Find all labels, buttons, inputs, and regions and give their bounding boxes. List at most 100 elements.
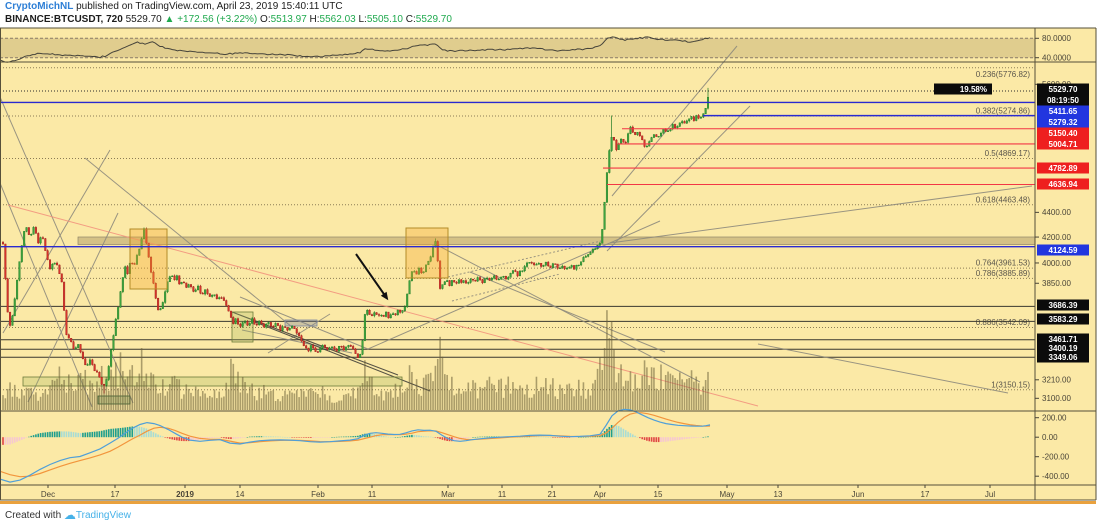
volume-bar — [256, 400, 258, 410]
axis-tick-label: 3100.00 — [1042, 394, 1071, 403]
time-axis-label[interactable]: Jul — [985, 490, 995, 499]
candle-body — [490, 278, 493, 281]
macd-histogram-bar — [707, 436, 709, 438]
time-axis-label[interactable]: Mar — [441, 490, 455, 499]
volume-bar — [267, 391, 270, 410]
time-axis-label[interactable]: 17 — [111, 490, 120, 499]
candle-body — [323, 345, 326, 348]
candle-body — [472, 279, 475, 281]
candle-body — [218, 297, 221, 299]
candle-body — [281, 326, 284, 331]
volume-bar — [622, 386, 625, 410]
volume-bar — [187, 388, 190, 410]
volume-bar — [347, 393, 350, 410]
time-axis-label[interactable]: 14 — [236, 490, 245, 499]
volume-bar — [248, 386, 251, 410]
tradingview-link[interactable]: TradingView — [75, 510, 131, 521]
time-axis-label[interactable]: 2019 — [176, 490, 194, 499]
close-value: 5529.70 — [415, 13, 452, 25]
volume-bar — [244, 382, 246, 410]
volume-bar — [162, 379, 164, 410]
volume-bar — [2, 395, 4, 410]
candle-body — [178, 275, 181, 285]
candle-body — [504, 276, 507, 280]
time-axis-label[interactable]: 11 — [498, 490, 507, 499]
macd-histogram-bar — [418, 435, 420, 438]
candle-body — [363, 314, 366, 341]
volume-bar — [150, 372, 152, 410]
candle-body — [514, 270, 517, 272]
macd-histogram-bar — [335, 436, 338, 438]
time-axis-label[interactable]: 11 — [368, 490, 377, 499]
candle-body — [413, 271, 416, 273]
volume-bar — [479, 386, 481, 410]
volume-bar — [303, 391, 305, 410]
macd-histogram-bar — [180, 437, 183, 442]
volume-bar — [364, 360, 366, 410]
candle-body — [314, 347, 317, 352]
macd-histogram-bar — [488, 436, 491, 438]
volume-bar — [559, 384, 561, 410]
volume-bar — [183, 394, 185, 410]
volume-bar — [49, 385, 51, 410]
candle-body — [394, 313, 397, 316]
volume-bar — [465, 391, 467, 410]
macd-histogram-bar — [164, 437, 166, 438]
volume-bar — [498, 379, 500, 410]
candle-body — [629, 126, 632, 134]
volume-bar — [690, 370, 693, 410]
macd-histogram-bar — [30, 435, 32, 438]
time-axis-label[interactable]: Feb — [311, 490, 325, 499]
candle-body — [441, 284, 444, 289]
candle-body — [417, 267, 420, 275]
volume-bar — [474, 382, 477, 410]
candle-body — [516, 271, 519, 277]
candle-body — [497, 279, 500, 281]
macd-histogram-bar — [2, 437, 4, 445]
author-link[interactable]: CryptoMichNL — [5, 1, 74, 12]
candle-body — [584, 256, 587, 258]
candle-body — [615, 139, 618, 150]
time-axis-label[interactable]: 13 — [774, 490, 783, 499]
price-axis-label — [1037, 162, 1089, 174]
volume-bar — [239, 392, 242, 410]
macd-histogram-bar — [629, 433, 632, 438]
candle-body — [34, 227, 37, 234]
macd-histogram-bar — [293, 437, 296, 438]
macd-histogram-bar — [556, 437, 559, 438]
volume-bar — [667, 371, 669, 410]
volume-bar — [700, 394, 702, 410]
candle-body — [476, 277, 479, 282]
candle-body — [182, 281, 185, 284]
macd-histogram-bar — [51, 431, 54, 438]
candle-body — [455, 281, 458, 284]
macd-histogram-bar — [79, 433, 82, 438]
candle-body — [333, 346, 336, 350]
volume-bar — [204, 393, 206, 410]
volume-bar — [338, 400, 340, 410]
axis-tick-label: 0.00 — [1042, 433, 1058, 442]
time-axis-label[interactable]: May — [719, 490, 734, 499]
volume-bar — [601, 369, 604, 410]
time-axis-label[interactable]: 21 — [548, 490, 557, 499]
time-axis-label[interactable]: Dec — [41, 490, 55, 499]
macd-histogram-bar — [162, 436, 164, 438]
volume-bar — [225, 382, 228, 410]
volume-bar — [277, 399, 279, 410]
volume-bar — [164, 395, 166, 410]
candle-body — [60, 273, 63, 283]
volume-bar — [86, 394, 89, 410]
time-axis-label[interactable]: Apr — [594, 490, 607, 499]
macd-histogram-bar — [9, 437, 11, 445]
time-axis-label[interactable]: 17 — [921, 490, 930, 499]
volume-bar — [136, 382, 138, 410]
candle-body — [467, 282, 470, 284]
time-axis-label[interactable]: 15 — [654, 490, 663, 499]
candle-body — [194, 289, 197, 292]
volume-bar — [60, 384, 63, 410]
candle-body — [410, 271, 413, 281]
candle-body — [354, 348, 357, 354]
macd-histogram-bar — [483, 436, 486, 438]
time-axis-label[interactable]: Jun — [852, 490, 865, 499]
